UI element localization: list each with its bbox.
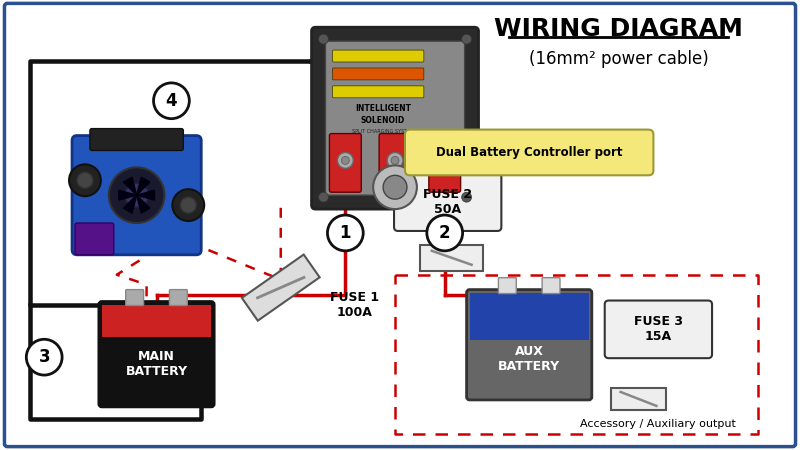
Text: SPLIT CHARGING SYSTEM: SPLIT CHARGING SYSTEM	[352, 129, 414, 134]
FancyBboxPatch shape	[90, 129, 183, 150]
Circle shape	[154, 83, 190, 119]
Text: MAIN
BATTERY: MAIN BATTERY	[126, 350, 187, 378]
FancyBboxPatch shape	[102, 305, 211, 338]
Circle shape	[427, 215, 462, 251]
Text: AUX
BATTERY: AUX BATTERY	[498, 345, 560, 373]
FancyBboxPatch shape	[466, 290, 592, 400]
FancyBboxPatch shape	[333, 68, 424, 80]
Polygon shape	[420, 245, 483, 271]
Circle shape	[391, 157, 399, 164]
FancyBboxPatch shape	[542, 278, 560, 293]
Polygon shape	[137, 190, 154, 200]
FancyBboxPatch shape	[333, 50, 424, 62]
FancyBboxPatch shape	[470, 292, 589, 340]
Circle shape	[387, 153, 403, 168]
Text: SOLENOID: SOLENOID	[361, 116, 406, 125]
Text: Dual Battery Controller port: Dual Battery Controller port	[436, 146, 622, 159]
FancyBboxPatch shape	[429, 134, 461, 192]
Circle shape	[462, 192, 471, 202]
Text: 3: 3	[38, 348, 50, 366]
Circle shape	[173, 189, 204, 221]
FancyBboxPatch shape	[311, 27, 478, 209]
Text: FUSE 2
50A: FUSE 2 50A	[423, 188, 472, 216]
Circle shape	[26, 339, 62, 375]
Circle shape	[180, 197, 196, 213]
Circle shape	[327, 215, 363, 251]
Text: INTELLIGENT: INTELLIGENT	[355, 104, 411, 113]
Circle shape	[462, 34, 471, 44]
Circle shape	[109, 167, 165, 223]
FancyBboxPatch shape	[405, 130, 654, 176]
FancyBboxPatch shape	[330, 134, 362, 192]
Circle shape	[318, 192, 329, 202]
FancyBboxPatch shape	[126, 290, 143, 306]
FancyBboxPatch shape	[5, 4, 795, 446]
Polygon shape	[118, 190, 137, 200]
Text: 2: 2	[439, 224, 450, 242]
Circle shape	[125, 183, 149, 207]
Circle shape	[77, 172, 93, 188]
Polygon shape	[137, 177, 150, 195]
Text: (16mm² power cable): (16mm² power cable)	[529, 50, 709, 68]
Circle shape	[437, 153, 453, 168]
Circle shape	[318, 34, 329, 44]
Polygon shape	[123, 177, 137, 195]
Circle shape	[342, 157, 350, 164]
Text: FUSE 3
15A: FUSE 3 15A	[634, 315, 683, 343]
FancyBboxPatch shape	[333, 86, 424, 98]
Circle shape	[383, 176, 407, 199]
Text: 1: 1	[339, 224, 351, 242]
Circle shape	[338, 153, 354, 168]
Polygon shape	[123, 195, 137, 213]
Polygon shape	[137, 195, 150, 213]
FancyBboxPatch shape	[394, 173, 502, 231]
FancyBboxPatch shape	[379, 134, 411, 192]
FancyBboxPatch shape	[498, 278, 516, 293]
Polygon shape	[242, 255, 320, 321]
Text: 4: 4	[166, 92, 178, 110]
FancyBboxPatch shape	[72, 135, 202, 255]
FancyBboxPatch shape	[75, 223, 114, 255]
FancyBboxPatch shape	[99, 302, 214, 407]
FancyBboxPatch shape	[605, 301, 712, 358]
Text: FUSE 1
100A: FUSE 1 100A	[330, 291, 379, 319]
Circle shape	[441, 157, 449, 164]
FancyBboxPatch shape	[326, 41, 465, 195]
Text: Accessory / Auxiliary output: Accessory / Auxiliary output	[581, 419, 736, 429]
Text: WIRING DIAGRAM: WIRING DIAGRAM	[494, 17, 743, 41]
FancyBboxPatch shape	[170, 290, 187, 306]
Polygon shape	[610, 388, 666, 410]
Circle shape	[373, 165, 417, 209]
Circle shape	[69, 164, 101, 196]
